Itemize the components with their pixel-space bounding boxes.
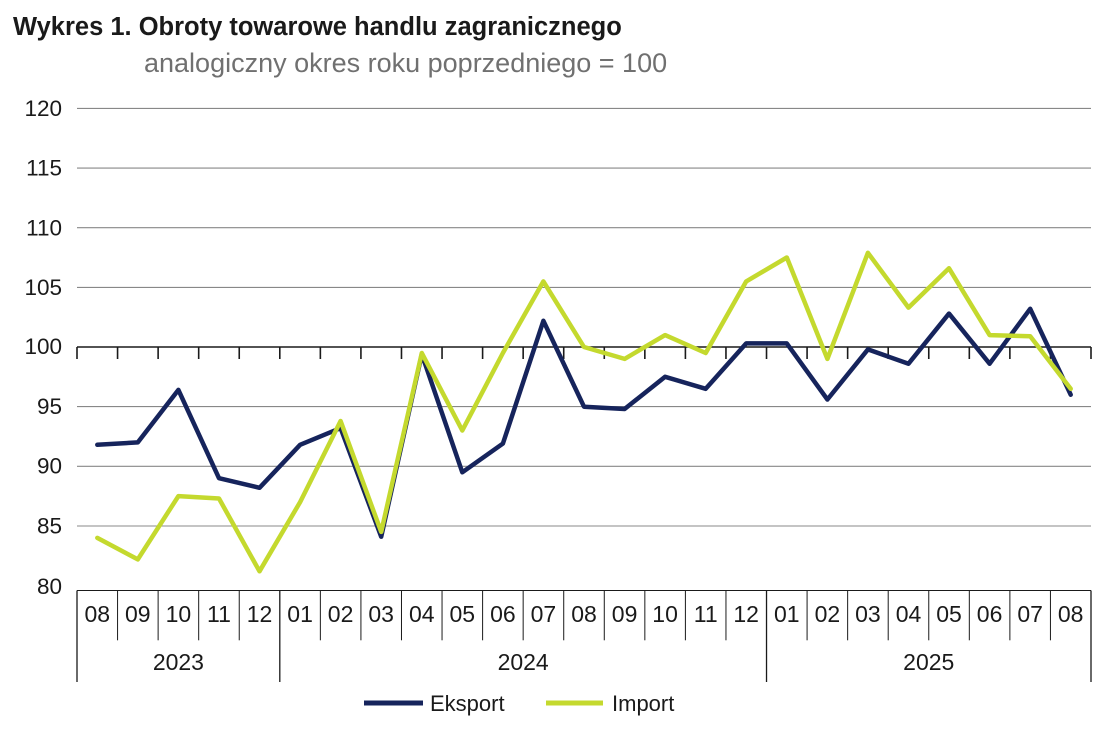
svg-text:03: 03 <box>368 601 394 627</box>
svg-text:85: 85 <box>37 513 62 538</box>
svg-text:07: 07 <box>531 601 557 627</box>
svg-text:10: 10 <box>652 601 678 627</box>
svg-text:105: 105 <box>24 275 62 300</box>
svg-text:11: 11 <box>207 601 231 627</box>
svg-text:08: 08 <box>1058 601 1084 627</box>
svg-text:2025: 2025 <box>903 649 954 675</box>
svg-text:05: 05 <box>936 601 962 627</box>
svg-text:95: 95 <box>37 394 62 419</box>
svg-text:08: 08 <box>85 601 111 627</box>
svg-text:2023: 2023 <box>153 649 204 675</box>
svg-text:06: 06 <box>490 601 516 627</box>
svg-text:2024: 2024 <box>498 649 549 675</box>
svg-text:09: 09 <box>612 601 638 627</box>
svg-text:04: 04 <box>896 601 922 627</box>
svg-text:03: 03 <box>855 601 881 627</box>
svg-text:11: 11 <box>694 601 718 627</box>
svg-text:01: 01 <box>774 601 800 627</box>
svg-text:04: 04 <box>409 601 435 627</box>
svg-text:10: 10 <box>166 601 192 627</box>
svg-text:100: 100 <box>24 334 62 359</box>
svg-text:12: 12 <box>733 601 759 627</box>
svg-text:08: 08 <box>571 601 597 627</box>
svg-text:115: 115 <box>26 156 62 181</box>
svg-text:01: 01 <box>287 601 313 627</box>
svg-text:07: 07 <box>1017 601 1043 627</box>
svg-text:90: 90 <box>37 454 62 479</box>
svg-text:02: 02 <box>328 601 354 627</box>
svg-text:05: 05 <box>450 601 476 627</box>
svg-text:12: 12 <box>247 601 273 627</box>
svg-text:09: 09 <box>125 601 151 627</box>
svg-text:02: 02 <box>815 601 841 627</box>
svg-text:120: 120 <box>24 96 62 121</box>
svg-text:Eksport: Eksport <box>430 691 505 716</box>
svg-text:80: 80 <box>37 574 62 599</box>
svg-text:Import: Import <box>612 691 674 716</box>
svg-text:06: 06 <box>977 601 1003 627</box>
svg-text:110: 110 <box>26 215 62 240</box>
